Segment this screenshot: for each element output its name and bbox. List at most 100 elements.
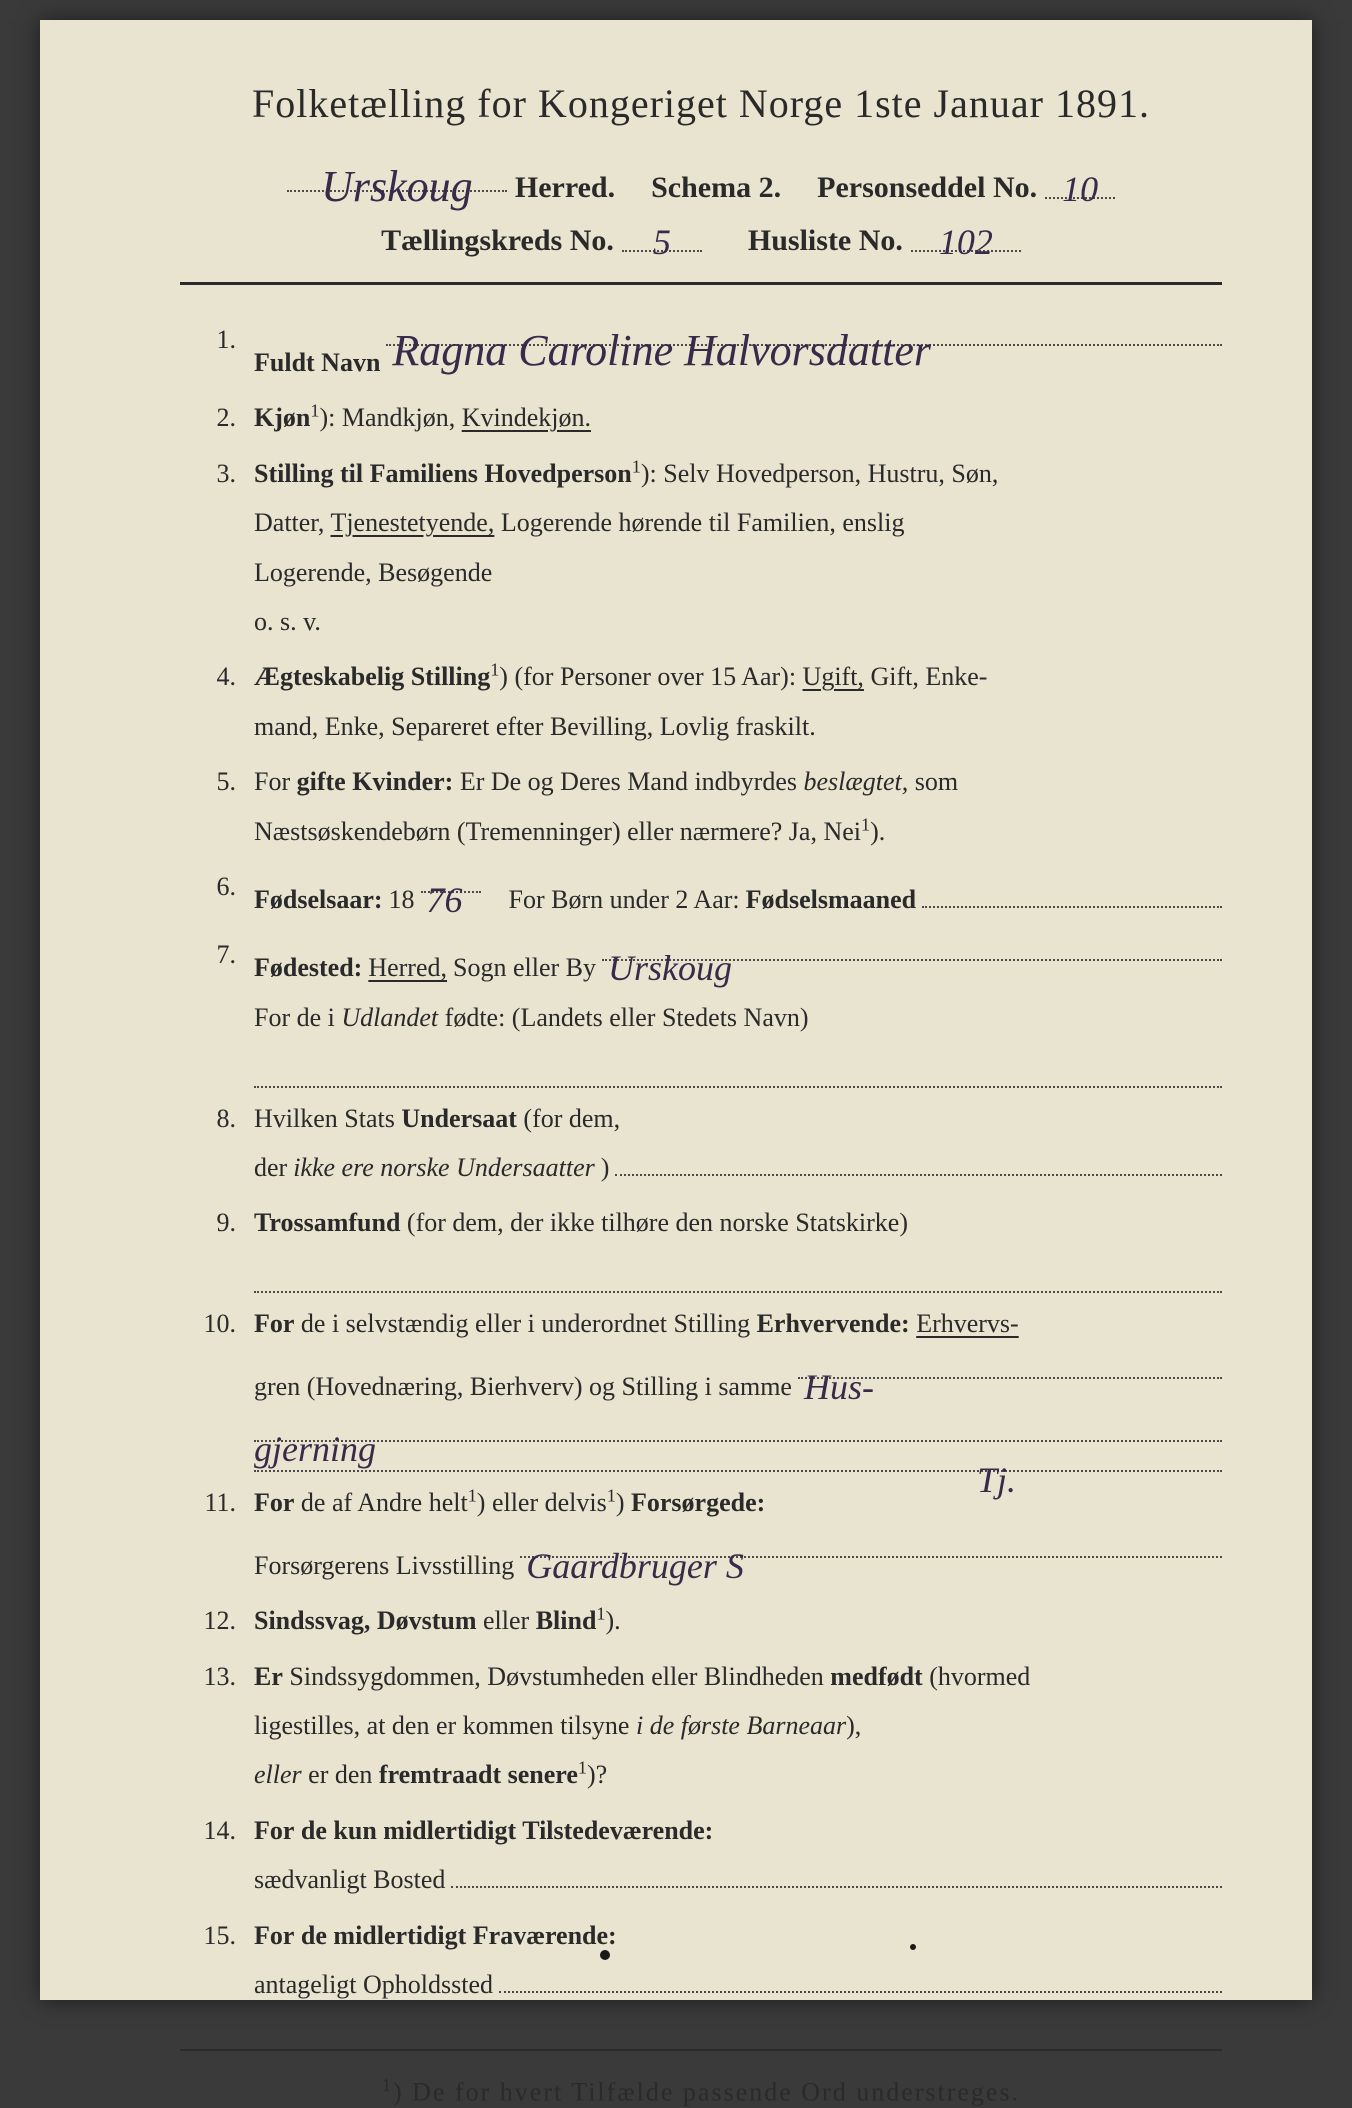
form-title: Folketælling for Kongeriget Norge 1ste J…	[180, 80, 1222, 127]
entry-num: 7.	[180, 930, 254, 1087]
entry-num: 13.	[180, 1652, 254, 1800]
tail2: ),	[846, 1711, 861, 1740]
blank	[615, 1145, 1222, 1176]
entry-label: Trossamfund	[254, 1208, 400, 1237]
entry-label: Fødselsaar:	[254, 875, 383, 924]
ital: beslægtet,	[804, 767, 909, 796]
entries-list: 1. Fuldt Navn Ragna Caroline Halvorsdatt…	[180, 315, 1222, 2009]
line1b: ) eller delvis	[477, 1488, 607, 1517]
entry-7: 7. Fødested: Herred, Sogn eller By Ursko…	[180, 930, 1222, 1087]
line4: o. s. v.	[254, 607, 321, 636]
paren: ):	[641, 459, 657, 488]
tail1: (hvormed	[929, 1662, 1030, 1691]
line2-ital: Udlandet	[341, 1003, 438, 1032]
line2-rest: fødte: (Landets eller Stedets Navn)	[445, 1003, 809, 1032]
line1c: Erhvervs-	[916, 1309, 1019, 1338]
line3-ital: eller	[254, 1760, 302, 1789]
sup: 1	[490, 660, 499, 680]
blank3: Tj.	[254, 1442, 1222, 1473]
line2a: ligestilles, at den er kommen tilsyne	[254, 1711, 629, 1740]
personseddel-label: Personseddel No.	[817, 171, 1037, 205]
header-rule	[180, 282, 1222, 285]
husliste-blank: 102	[911, 217, 1021, 252]
schema-label: Schema 2.	[651, 171, 781, 205]
sup: 1	[578, 1758, 587, 1778]
bold3: fremtraadt senere	[379, 1760, 578, 1789]
entry-num: 15.	[180, 1911, 254, 2010]
line2a: der	[254, 1143, 287, 1192]
hand3: Tj.	[971, 1446, 1022, 1514]
line1b: Erhvervende:	[757, 1309, 910, 1338]
blank1: Hus-	[798, 1349, 1222, 1380]
entry-14: 14. For de kun midlertidigt Tilstedevære…	[180, 1806, 1222, 1905]
sup: 1	[596, 1604, 605, 1624]
entry-num: 14.	[180, 1806, 254, 1905]
entry-1: 1. Fuldt Navn Ragna Caroline Halvorsdatt…	[180, 315, 1222, 387]
herred-blank: Urskoug	[287, 157, 507, 192]
line2c: Logerende hørende til Familien, enslig	[501, 508, 905, 537]
name-blank: Ragna Caroline Halvorsdatter	[386, 315, 1222, 346]
line2: Forsørgerens Livsstilling	[254, 1541, 514, 1590]
line1c: )	[616, 1488, 625, 1517]
line2: sædvanligt Bosted	[254, 1855, 445, 1904]
year-prefix: 18	[389, 875, 415, 924]
footnote-text: ) De for hvert Tilfælde passende Ord und…	[393, 2078, 1020, 2107]
prefix: For	[254, 1309, 294, 1338]
husliste-no: 102	[933, 222, 999, 262]
line3: Logerende, Besøgende	[254, 558, 492, 587]
hand: Gaardbruger S	[520, 1546, 750, 1586]
entry-label: Sindssvag, Døvstum	[254, 1606, 477, 1635]
line2-ital: ikke ere norske Undersaatter	[293, 1143, 595, 1192]
entry-label: Ægteskabelig Stilling	[254, 662, 490, 691]
personseddel-blank: 10	[1045, 164, 1115, 199]
blank	[451, 1858, 1222, 1889]
blank2: gjerning	[254, 1411, 1222, 1442]
ink-blot-icon	[600, 1950, 610, 1960]
line2: gren (Hovednæring, Bierhverv) og Stillin…	[254, 1362, 792, 1411]
blank	[499, 1962, 1222, 1993]
year-hand: 76	[421, 880, 469, 920]
opt-rest: Gift, Enke-	[870, 662, 987, 691]
entry-num: 3.	[180, 449, 254, 647]
entry-11: 11. For de af Andre helt1) eller delvis1…	[180, 1478, 1222, 1590]
paren: )	[499, 662, 508, 691]
sup: 1	[861, 814, 870, 834]
sup1: 1	[468, 1486, 477, 1506]
prefix: Er	[254, 1662, 283, 1691]
prefix: For	[254, 1816, 294, 1845]
entry-num: 4.	[180, 652, 254, 751]
mid: eller	[483, 1606, 529, 1635]
label2: Blind	[536, 1606, 597, 1635]
line2b-tjeneste: Tjenestetyende,	[330, 508, 494, 537]
ink-blot-icon	[910, 1944, 916, 1950]
opt-herred: Herred,	[368, 943, 447, 992]
fmaaned-blank	[922, 877, 1222, 908]
line2: Næstsøskendebørn (Tremenninger) eller næ…	[254, 817, 861, 846]
entry-12: 12. Sindssvag, Døvstum eller Blind1).	[180, 1596, 1222, 1645]
name-handwritten: Ragna Caroline Halvorsdatter	[386, 326, 937, 375]
fmaaned-label: Fødselsmaaned	[746, 875, 916, 924]
blank: Gaardbruger S	[520, 1528, 1222, 1559]
line1a: de af Andre helt	[301, 1488, 468, 1517]
entry-label: gifte Kvinder:	[297, 767, 454, 796]
mid: (for Personer over 15 Aar):	[514, 662, 796, 691]
entry-label: Kjøn	[254, 403, 310, 432]
herred-label: Herred.	[515, 171, 615, 205]
sup2: 1	[607, 1486, 616, 1506]
entry-label: Stilling til Familiens Hovedperson	[254, 459, 632, 488]
tkreds-label: Tællingskreds No.	[381, 224, 614, 258]
line2: mand, Enke, Separeret efter Bevilling, L…	[254, 712, 816, 741]
paren: ):	[319, 403, 335, 432]
opt-kvindekjon: Kvindekjøn.	[462, 403, 591, 432]
rest: (for dem, der ikke tilhøre den norske St…	[407, 1208, 908, 1237]
herred-handwritten: Urskoug	[315, 162, 479, 211]
prefix: For	[254, 1488, 294, 1517]
line2b: )	[601, 1143, 610, 1192]
hand1: Hus-	[798, 1367, 880, 1407]
line3a: er den	[308, 1760, 372, 1789]
footnote: 1) De for hvert Tilfælde passende Ord un…	[180, 2075, 1222, 2108]
opt-mandkjon: Mandkjøn,	[342, 403, 455, 432]
entry-label: Fuldt Navn	[254, 338, 380, 387]
paren: ).	[870, 817, 885, 846]
entry-num: 2.	[180, 393, 254, 442]
